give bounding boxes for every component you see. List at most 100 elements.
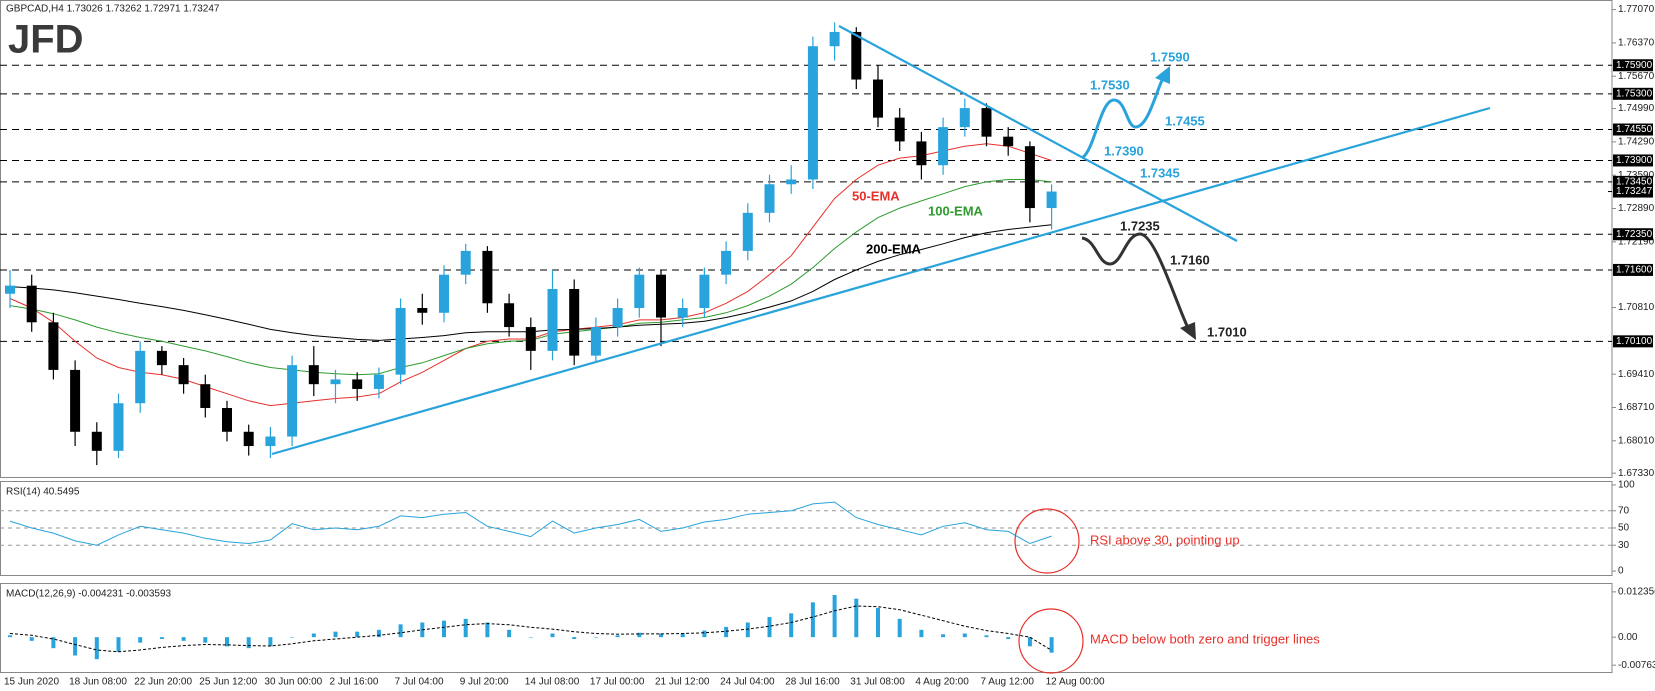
y-tick-label: 0 — [1618, 566, 1624, 577]
level-annotation: 1.7160 — [1170, 252, 1210, 267]
candle-body — [308, 365, 319, 385]
level-annotation: 1.7390 — [1104, 143, 1144, 158]
candle-body — [959, 108, 970, 128]
macd-bar — [73, 637, 78, 656]
y-tick-label: 1.72190 — [1618, 236, 1655, 247]
level-label-bg — [1613, 154, 1653, 167]
level-annotation: 1.7345 — [1140, 165, 1180, 180]
candle-body — [1024, 146, 1035, 209]
rsi-highlight — [1014, 508, 1080, 574]
y-tick-label: 1.75670 — [1618, 71, 1655, 82]
logo: JFD — [8, 18, 84, 62]
x-tick-label: 17 Jul 00:00 — [590, 677, 645, 688]
candle-body — [656, 274, 666, 318]
macd-bar — [810, 602, 815, 638]
y-tick-label: 1.67330 — [1618, 468, 1655, 479]
level-annotation: 1.7010 — [1207, 324, 1247, 339]
macd-title: MACD(12,26,9) -0.004231 -0.003593 — [6, 589, 172, 600]
level-label-bg — [1613, 59, 1653, 72]
macd-bar — [398, 624, 403, 638]
macd-bar — [8, 635, 12, 638]
y-tick-label: 1.70810 — [1618, 302, 1655, 313]
macd-bar — [984, 635, 989, 638]
x-tick-label: 14 Jul 08:00 — [525, 677, 580, 688]
candle-body — [786, 179, 797, 185]
x-tick-label: 31 Jul 08:00 — [850, 677, 905, 688]
candle-body — [1003, 136, 1014, 147]
ema-label: 200-EMA — [866, 241, 922, 256]
macd-bar — [1049, 637, 1054, 653]
macd-bar — [311, 633, 316, 638]
macd-bar — [724, 626, 729, 638]
macd-bar — [615, 635, 620, 638]
level-annotation: 1.7455 — [1165, 113, 1205, 128]
macd-bar — [897, 618, 902, 638]
y-tick-label: 70 — [1618, 505, 1630, 516]
candle-body — [981, 108, 992, 137]
candle-body — [395, 308, 406, 375]
x-tick-label: 25 Jun 12:00 — [199, 677, 257, 688]
macd-bar — [29, 637, 34, 641]
candle-body — [48, 322, 59, 370]
macd-bar — [572, 637, 577, 639]
x-tick-label: 24 Jul 04:00 — [720, 677, 775, 688]
candle-body — [243, 431, 254, 447]
candle-body — [916, 141, 927, 166]
candle-body — [829, 31, 840, 47]
macd-bar — [702, 630, 707, 638]
macd-bar — [225, 637, 229, 647]
x-tick-label: 12 Aug 00:00 — [1046, 677, 1105, 688]
y-tick-label: 1.68010 — [1618, 435, 1655, 446]
candle-body — [525, 327, 536, 351]
macd-bar — [659, 633, 663, 638]
macd-bar — [333, 631, 338, 638]
candle-body — [287, 365, 298, 437]
macd-bar — [1006, 637, 1011, 639]
macd-bar — [376, 629, 381, 638]
macd-bar — [463, 618, 468, 638]
macd-note: MACD below both zero and trigger lines — [1090, 631, 1320, 646]
level-label-bg — [1613, 228, 1653, 241]
candle-body — [677, 308, 688, 318]
y-tick-label: 0.012356 — [1618, 587, 1655, 598]
x-tick-label: 22 Jun 20:00 — [134, 677, 192, 688]
y-tick-label: 1.74290 — [1618, 137, 1655, 148]
bearish-path — [1081, 232, 1190, 329]
macd-bar — [593, 637, 598, 638]
macd-bar — [507, 629, 512, 638]
candle-body — [352, 379, 363, 389]
macd-bar — [680, 633, 685, 638]
level-label: 1.70100 — [1616, 336, 1653, 347]
macd-bar — [941, 634, 946, 638]
x-tick-label: 18 Jun 08:00 — [69, 677, 127, 688]
macd-bar — [876, 607, 880, 638]
x-tick-label: 21 Jul 12:00 — [655, 677, 710, 688]
candle-body — [178, 365, 189, 385]
candle-body — [634, 274, 645, 309]
y-tick-label: 1.72890 — [1618, 203, 1655, 214]
level-label-bg — [1613, 175, 1653, 188]
candle-body — [460, 250, 471, 275]
level-label: 1.75300 — [1616, 88, 1653, 99]
level-label-bg — [1613, 263, 1653, 276]
y-tick-label: 1.69410 — [1618, 369, 1655, 380]
candle-body — [851, 31, 862, 80]
candle-body — [807, 46, 818, 180]
macd-bar — [246, 637, 251, 649]
level-label: 1.73900 — [1616, 155, 1653, 166]
main-title: GBPCAD,H4 1.73026 1.73262 1.72971 1.7324… — [6, 4, 220, 15]
level-label: 1.75900 — [1616, 60, 1653, 71]
x-tick-label: 9 Jul 20:00 — [460, 677, 509, 688]
bearish-arrowhead — [1180, 322, 1196, 340]
level-label: 1.71600 — [1616, 265, 1653, 276]
y-tick-label: 0.00 — [1618, 632, 1638, 643]
candle-body — [200, 384, 211, 408]
candle-body — [135, 350, 146, 404]
y-tick-label: 1.76370 — [1618, 38, 1655, 49]
candle-body — [330, 379, 341, 385]
macd-bar — [1027, 637, 1032, 647]
candle-body — [70, 369, 81, 432]
macd-bar — [203, 637, 208, 643]
plot-layer: 1.77070 1.76370 1.75670 1.74990 1.74290 1.735… — [0, 4, 1655, 688]
